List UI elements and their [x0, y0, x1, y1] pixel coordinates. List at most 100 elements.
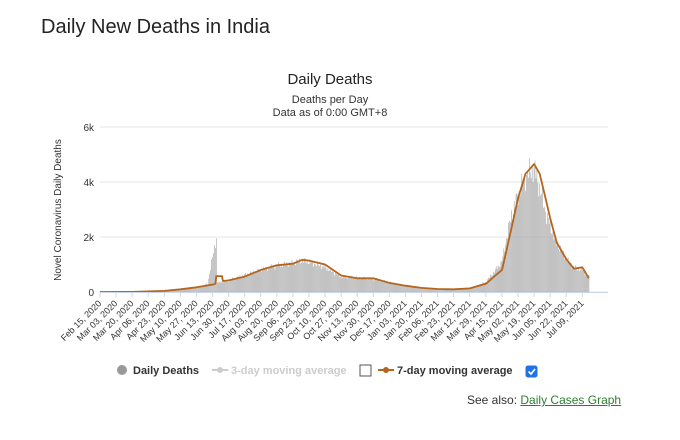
daily-deaths-bar [407, 285, 408, 292]
daily-deaths-bar [387, 281, 388, 292]
daily-deaths-bar [586, 274, 588, 292]
daily-deaths-bar [511, 210, 512, 292]
daily-deaths-bar [454, 289, 455, 292]
daily-deaths-bar [474, 286, 475, 292]
page-title: Daily New Deaths in India [41, 16, 270, 38]
daily-deaths-bar [311, 261, 313, 292]
daily-deaths-bar [532, 182, 534, 292]
daily-deaths-bar [229, 279, 230, 292]
daily-deaths-bar [383, 281, 385, 292]
daily-deaths-bar [468, 288, 470, 292]
daily-deaths-bar [534, 160, 536, 292]
daily-deaths-bar [506, 238, 507, 292]
daily-deaths-bar [279, 265, 281, 292]
daily-deaths-bar [320, 268, 322, 292]
daily-deaths-bar [194, 288, 195, 292]
daily-deaths-bar [298, 261, 299, 292]
daily-deaths-bar [181, 289, 183, 292]
daily-deaths-bar [426, 288, 428, 292]
daily-deaths-bar [522, 184, 524, 292]
daily-deaths-bar [490, 274, 491, 292]
daily-deaths-bar [475, 286, 476, 292]
daily-deaths-bar [188, 288, 190, 292]
daily-deaths-bar [561, 251, 562, 292]
daily-deaths-bar [558, 248, 559, 292]
daily-deaths-bar [563, 251, 564, 292]
daily-deaths-bar [430, 288, 432, 292]
daily-deaths-bar [494, 272, 495, 292]
daily-deaths-bar [415, 287, 417, 292]
daily-deaths-bar [418, 287, 420, 292]
daily-deaths-bar [399, 284, 401, 292]
daily-deaths-bar [300, 263, 301, 292]
daily-deaths-bar [458, 288, 459, 292]
daily-deaths-bar [428, 288, 430, 292]
daily-deaths-bar [204, 284, 206, 292]
daily-deaths-bar [413, 286, 415, 292]
daily-deaths-bar [448, 289, 450, 292]
daily-deaths-bar [527, 172, 528, 292]
daily-deaths-bar [200, 286, 202, 292]
daily-deaths-bar [233, 279, 234, 292]
daily-deaths-bar [577, 270, 578, 292]
daily-cases-graph-link[interactable]: Daily Cases Graph [520, 393, 622, 407]
daily-deaths-bar [574, 268, 576, 292]
daily-deaths-bar [324, 264, 326, 292]
daily-deaths-bar [492, 275, 493, 292]
daily-deaths-bar [198, 286, 200, 292]
daily-deaths-bar [285, 262, 287, 292]
legend-3day-checkbox[interactable] [359, 364, 372, 377]
daily-deaths-bar [510, 222, 511, 292]
daily-deaths-bar [441, 289, 442, 292]
daily-deaths-bar [363, 276, 365, 292]
daily-deaths-bar [550, 233, 552, 292]
daily-deaths-bar [249, 275, 250, 292]
daily-deaths-bar [547, 218, 549, 292]
daily-deaths-bar [321, 266, 323, 292]
daily-deaths-bar [373, 278, 375, 292]
daily-deaths-bar [412, 286, 414, 292]
daily-deaths-bar [180, 289, 182, 292]
daily-deaths-bar [335, 272, 336, 292]
daily-deaths-bar [493, 271, 494, 292]
daily-deaths-bar [482, 282, 484, 292]
daily-deaths-bar [319, 266, 320, 292]
daily-deaths-bar [584, 275, 586, 292]
legend-daily-deaths-marker [117, 365, 127, 375]
daily-deaths-bar [369, 277, 370, 292]
daily-deaths-bar [206, 283, 208, 292]
y-tick-label: 6k [83, 123, 95, 134]
daily-deaths-bar [425, 288, 427, 292]
y-tick-label: 0 [88, 288, 94, 299]
daily-deaths-bar [310, 262, 312, 292]
daily-deaths-bar [309, 259, 311, 292]
daily-deaths-bar [553, 239, 555, 292]
daily-deaths-bar [433, 288, 435, 292]
legend: Daily Deaths 3-day moving average 7-day mo… [117, 364, 538, 378]
daily-deaths-bar [322, 264, 324, 292]
daily-deaths-bar [483, 283, 485, 292]
daily-deaths-bar [358, 276, 360, 292]
daily-deaths-bar [265, 266, 266, 292]
daily-deaths-bar [360, 278, 362, 292]
daily-deaths-bar [509, 221, 510, 292]
daily-deaths-bar [366, 277, 368, 292]
daily-deaths-bar [255, 271, 257, 292]
daily-deaths-bar [191, 288, 193, 292]
daily-deaths-bar [572, 266, 574, 292]
daily-deaths-bar [295, 265, 297, 292]
daily-deaths-bar [393, 284, 395, 292]
daily-deaths-bar [312, 261, 314, 292]
daily-deaths-bar [254, 272, 256, 292]
daily-deaths-bar [437, 289, 438, 292]
daily-deaths-bar [290, 262, 292, 292]
daily-deaths-bar [231, 279, 232, 292]
legend-7day-checkbox[interactable] [525, 365, 538, 378]
daily-deaths-bar [182, 289, 184, 292]
daily-deaths-bar [392, 283, 394, 292]
daily-deaths-bar [567, 257, 569, 292]
daily-deaths-bar [460, 288, 462, 292]
daily-deaths-bar [262, 270, 263, 292]
daily-deaths-bar [424, 288, 426, 292]
